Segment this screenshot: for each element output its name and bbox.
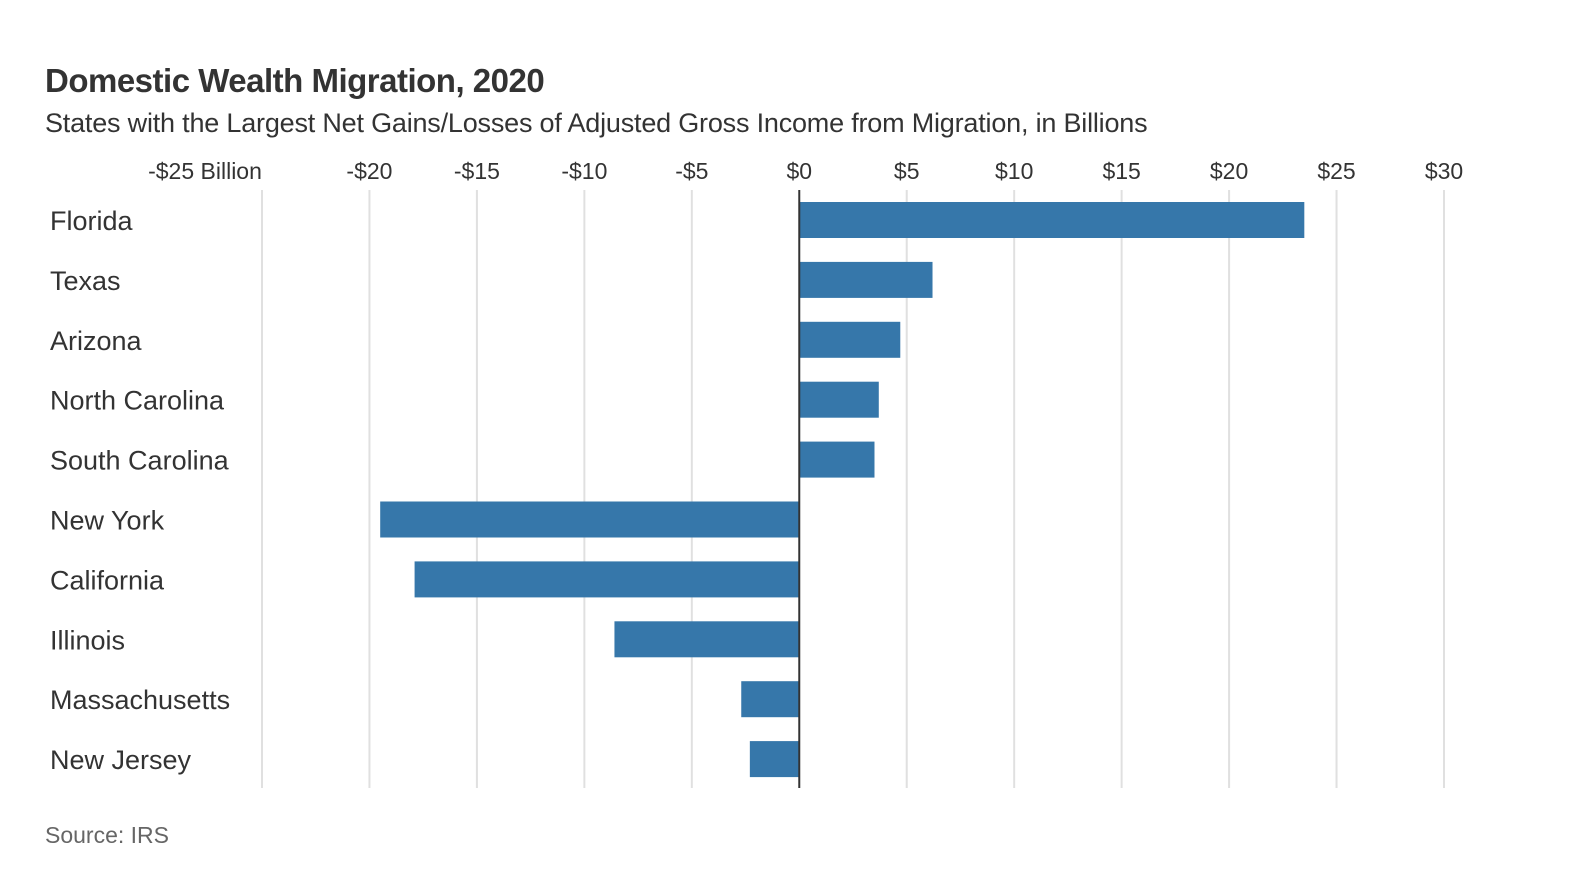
category-label: Massachusetts bbox=[50, 685, 230, 715]
x-tick-label: -$10 bbox=[561, 158, 607, 184]
category-label: California bbox=[50, 565, 165, 595]
x-tick-label: -$15 bbox=[454, 158, 500, 184]
x-tick-label: $5 bbox=[894, 158, 920, 184]
source-note: Source: IRS bbox=[45, 822, 169, 848]
category-label: South Carolina bbox=[50, 446, 230, 476]
x-tick-label: $0 bbox=[786, 158, 812, 184]
x-tick-label: $10 bbox=[995, 158, 1033, 184]
bar bbox=[799, 202, 1305, 238]
bars bbox=[380, 202, 1305, 778]
category-labels: Florida Texas Arizona North Carolina South C… bbox=[50, 206, 230, 775]
category-label: North Carolina bbox=[50, 386, 225, 416]
x-tick-label: $15 bbox=[1102, 158, 1140, 184]
x-tick-label: $20 bbox=[1210, 158, 1248, 184]
category-label: Texas bbox=[50, 266, 121, 296]
x-tick-label: -$5 bbox=[675, 158, 708, 184]
x-axis-tick-labels: -$25 Billion -$20 -$15 -$10 -$5 $0 $5 $10 $15 $20… bbox=[148, 158, 1463, 184]
category-label: New York bbox=[50, 506, 165, 536]
bar bbox=[799, 381, 879, 418]
bar bbox=[749, 741, 800, 778]
category-label: Florida bbox=[50, 206, 134, 236]
chart-subtitle: States with the Largest Net Gains/Losses… bbox=[45, 108, 1148, 138]
bar bbox=[799, 321, 901, 358]
category-label: Illinois bbox=[50, 625, 125, 655]
x-tick-label: $25 bbox=[1317, 158, 1355, 184]
bar bbox=[799, 441, 875, 478]
chart-title: Domestic Wealth Migration, 2020 bbox=[45, 62, 545, 99]
bar bbox=[799, 261, 933, 298]
category-label: Arizona bbox=[50, 326, 143, 356]
bar bbox=[614, 621, 800, 658]
x-tick-label: -$25 Billion bbox=[148, 158, 262, 184]
bar bbox=[380, 501, 800, 538]
bar bbox=[741, 681, 800, 718]
x-tick-label: -$20 bbox=[346, 158, 392, 184]
category-label: New Jersey bbox=[50, 745, 192, 775]
x-tick-label: $30 bbox=[1425, 158, 1463, 184]
bar bbox=[414, 561, 800, 598]
